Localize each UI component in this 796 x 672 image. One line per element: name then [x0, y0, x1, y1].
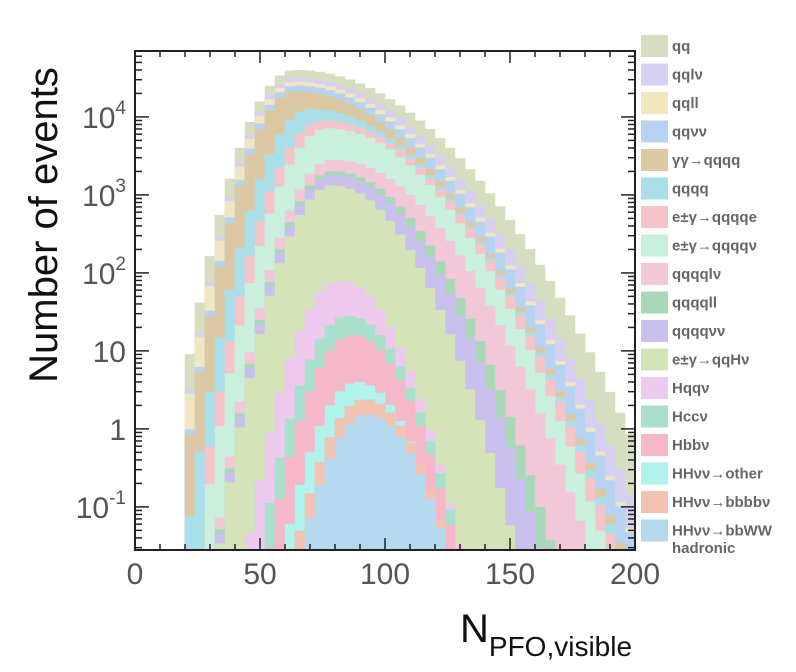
x-tick-label: 50 [243, 558, 276, 591]
legend-label: Hccν [672, 409, 708, 426]
legend-swatch [641, 320, 668, 342]
legend-label: qqqq [672, 181, 709, 198]
legend-label: qq [672, 38, 690, 55]
legend-swatch [641, 263, 668, 285]
legend-swatch [641, 405, 668, 428]
y-tick-label: 102 [82, 254, 126, 291]
legend-swatch [641, 149, 668, 171]
legend-label: Hqqν [672, 380, 710, 397]
y-tick-base: 1 [109, 414, 126, 447]
y-tick-label: 10 [93, 336, 126, 369]
x-tick-label: 150 [485, 558, 535, 591]
legend-swatch [641, 120, 668, 143]
legend-label: e±γ→qqqqe [672, 209, 757, 226]
y-tick-base: 10 [82, 102, 115, 135]
legend-swatch [641, 491, 668, 513]
legend-swatch [641, 377, 668, 399]
y-tick-label: 103 [82, 176, 126, 213]
y-tick-label: 104 [82, 98, 126, 135]
y-tick-exponent: 4 [115, 98, 126, 119]
legend-swatch [641, 177, 668, 200]
legend-label: Hbbν [672, 437, 710, 454]
legend-swatch [641, 206, 668, 228]
legend-swatch [641, 462, 668, 485]
x-tick-label: 100 [360, 558, 410, 591]
legend-swatch [641, 519, 668, 542]
y-tick-label: 1 [109, 414, 126, 447]
legend-label: e±γ→qqHν [672, 352, 749, 369]
legend-swatch [641, 35, 668, 57]
legend-label: qqνν [672, 124, 707, 141]
legend-swatch [641, 92, 668, 114]
legend-label: HHνν→bbWW [672, 523, 773, 540]
legend-label: qqqqνν [672, 323, 725, 340]
y-tick-exponent: 3 [115, 176, 126, 197]
y-axis-title: Number of events [22, 67, 66, 383]
legend-label: qqll [672, 95, 699, 112]
x-tick-label: 0 [127, 558, 144, 591]
legend-swatch [641, 291, 668, 314]
axis-ticks [134, 50, 636, 550]
legend-swatch [641, 434, 668, 456]
y-tick-label: 10-1 [76, 488, 126, 525]
legend-swatch [641, 348, 668, 371]
x-axis-title-sub: PFO,visible [489, 631, 632, 662]
legend-label: γγ→qqqq [672, 152, 740, 169]
x-tick-label: 200 [610, 558, 660, 591]
x-axis-title: NPFO,visible [460, 607, 632, 662]
y-tick-base: 10 [82, 258, 115, 291]
y-tick-base: 10 [82, 180, 115, 213]
legend-label: qqqqll [672, 295, 717, 312]
legend-label: HHνν→bbbbν [672, 494, 770, 511]
x-axis-title-main: N [460, 607, 489, 651]
y-tick-base: 10 [76, 492, 109, 525]
x-tick-labels: 0 50 100 150 200 [127, 558, 660, 591]
legend-label-extra: hadronic [672, 540, 735, 557]
legend-label: qqlν [672, 67, 703, 84]
legend-label: qqqqlν [672, 266, 721, 283]
histogram-series-17 [304, 414, 446, 551]
legend-swatch [641, 63, 668, 86]
y-tick-base: 10 [93, 336, 126, 369]
legend-label: HHνν→other [672, 466, 763, 483]
legend: qqqqlνqqllqqννγγ→qqqqqqqqe±γ→qqqqee±γ→qq… [641, 35, 773, 557]
legend-label: e±γ→qqqqν [672, 238, 757, 255]
legend-swatch [641, 234, 668, 257]
y-tick-exponent: -1 [109, 488, 126, 509]
histogram-stacks [184, 69, 636, 551]
y-tick-exponent: 2 [115, 254, 126, 275]
